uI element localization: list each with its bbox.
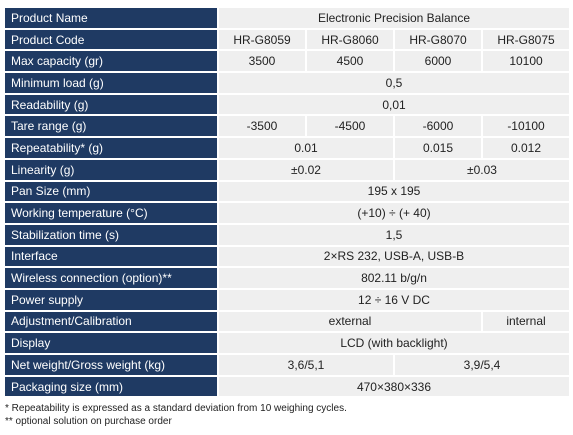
cell-value: 10100 <box>481 49 571 74</box>
row-label: Product Name <box>3 6 219 30</box>
table-row: Product Name Electronic Precision Balance <box>3 6 571 30</box>
table-row: Pan Size (mm) 195 x 195 <box>3 179 571 204</box>
row-label: Minimum load (g) <box>3 71 219 95</box>
cell-value: -4500 <box>305 114 395 139</box>
cell-value: 802.11 b/g/n <box>217 266 571 290</box>
cell-value: 470×380×336 <box>217 374 571 399</box>
cell-value: LCD (with backlight) <box>217 331 571 355</box>
cell-value: 3,9/5,4 <box>393 353 571 377</box>
table-row: Product Code HR-G8059 HR-G8060 HR-G8070 HR-G… <box>3 27 571 52</box>
cell-value: 0,5 <box>217 71 571 95</box>
row-label: Stabilization time (s) <box>3 222 219 247</box>
table-row: Readability (g) 0,01 <box>3 92 571 117</box>
table-row: Adjustment/Calibration external internal <box>3 309 571 334</box>
cell-value: -3500 <box>217 114 307 139</box>
row-label: Linearity (g) <box>3 157 219 182</box>
row-label: Pan Size (mm) <box>3 179 219 204</box>
table-row: Repeatability* (g) 0.01 0.015 0.012 <box>3 136 571 160</box>
cell-value: -6000 <box>393 114 483 139</box>
cell-value: 195 x 195 <box>217 179 571 204</box>
footnotes: * Repeatability is expressed as a standa… <box>5 402 347 428</box>
row-label: Interface <box>3 244 219 269</box>
table-body: Product Name Electronic Precision Balance… <box>3 6 571 399</box>
row-label: Max capacity (gr) <box>3 49 219 74</box>
cell-value: 0.01 <box>217 136 395 160</box>
row-label: Working temperature (°C) <box>3 201 219 225</box>
table-row: Linearity (g) ±0.02 ±0.03 <box>3 157 571 182</box>
cell-value: 12 ÷ 16 V DC <box>217 287 571 312</box>
table-row: Minimum load (g) 0,5 <box>3 71 571 95</box>
cell-value: 2×RS 232, USB-A, USB-B <box>217 244 571 269</box>
table-row: Working temperature (°C) (+10) ÷ (+ 40) <box>3 201 571 225</box>
cell-value: HR-G8075 <box>481 27 571 52</box>
cell-value: 0,01 <box>217 92 571 117</box>
row-label: Readability (g) <box>3 92 219 117</box>
row-label: Net weight/Gross weight (kg) <box>3 353 219 377</box>
row-label: Tare range (g) <box>3 114 219 139</box>
row-label: Adjustment/Calibration <box>3 309 219 334</box>
table-row: Net weight/Gross weight (kg) 3,6/5,1 3,9/5… <box>3 353 571 377</box>
table-row: Power supply 12 ÷ 16 V DC <box>3 287 571 312</box>
table-row: Max capacity (gr) 3500 4500 6000 10100 <box>3 49 571 74</box>
cell-value: -10100 <box>481 114 571 139</box>
row-label: Power supply <box>3 287 219 312</box>
cell-value: 1,5 <box>217 222 571 247</box>
row-label: Wireless connection (option)** <box>3 266 219 290</box>
table-row: Wireless connection (option)** 802.11 b/g… <box>3 266 571 290</box>
row-label: Product Code <box>3 27 219 52</box>
cell-value: 3,6/5,1 <box>217 353 395 377</box>
row-label: Repeatability* (g) <box>3 136 219 160</box>
cell-value: internal <box>481 309 571 334</box>
cell-value: HR-G8059 <box>217 27 307 52</box>
table-row: Stabilization time (s) 1,5 <box>3 222 571 247</box>
cell-value: (+10) ÷ (+ 40) <box>217 201 571 225</box>
cell-value: external <box>217 309 483 334</box>
cell-value: 0.015 <box>393 136 483 160</box>
cell-value: 3500 <box>217 49 307 74</box>
footnote: ** optional solution on purchase order <box>5 416 172 427</box>
cell-value: Electronic Precision Balance <box>217 6 571 30</box>
row-label: Packaging size (mm) <box>3 374 219 399</box>
cell-value: HR-G8070 <box>393 27 483 52</box>
cell-value: HR-G8060 <box>305 27 395 52</box>
row-label: Display <box>3 331 219 355</box>
table-row: Packaging size (mm) 470×380×336 <box>3 374 571 399</box>
table-row: Display LCD (with backlight) <box>3 331 571 355</box>
cell-value: 6000 <box>393 49 483 74</box>
cell-value: ±0.02 <box>217 157 395 182</box>
table-row: Interface 2×RS 232, USB-A, USB-B <box>3 244 571 269</box>
cell-value: ±0.03 <box>393 157 571 182</box>
cell-value: 4500 <box>305 49 395 74</box>
table-row: Tare range (g) -3500 -4500 -6000 -10100 <box>3 114 571 139</box>
footnote: * Repeatability is expressed as a standa… <box>5 403 347 414</box>
cell-value: 0.012 <box>481 136 571 160</box>
spec-table: Product Name Electronic Precision Balance… <box>3 6 571 399</box>
